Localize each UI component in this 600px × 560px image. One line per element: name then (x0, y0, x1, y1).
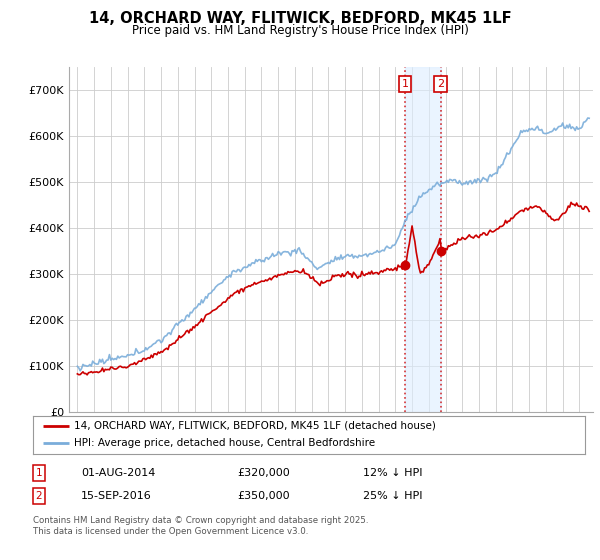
Bar (405, 67, 440, 412)
Text: 01-AUG-2014: 01-AUG-2014 (81, 468, 155, 478)
Text: £350,000: £350,000 (237, 491, 290, 501)
Text: £320,000: £320,000 (237, 468, 290, 478)
Text: 14, ORCHARD WAY, FLITWICK, BEDFORD, MK45 1LF (detached house): 14, ORCHARD WAY, FLITWICK, BEDFORD, MK45… (74, 421, 436, 431)
Text: 1: 1 (401, 80, 409, 89)
Text: 12% ↓ HPI: 12% ↓ HPI (363, 468, 422, 478)
Text: 14, ORCHARD WAY, FLITWICK, BEDFORD, MK45 1LF: 14, ORCHARD WAY, FLITWICK, BEDFORD, MK45… (89, 11, 511, 26)
Text: Contains HM Land Registry data © Crown copyright and database right 2025.
This d: Contains HM Land Registry data © Crown c… (33, 516, 368, 536)
Text: 1: 1 (35, 468, 43, 478)
Text: 25% ↓ HPI: 25% ↓ HPI (363, 491, 422, 501)
Text: Price paid vs. HM Land Registry's House Price Index (HPI): Price paid vs. HM Land Registry's House … (131, 24, 469, 36)
Text: HPI: Average price, detached house, Central Bedfordshire: HPI: Average price, detached house, Cent… (74, 438, 376, 449)
Text: 2: 2 (437, 80, 444, 89)
Text: 15-SEP-2016: 15-SEP-2016 (81, 491, 152, 501)
Text: 2: 2 (35, 491, 43, 501)
